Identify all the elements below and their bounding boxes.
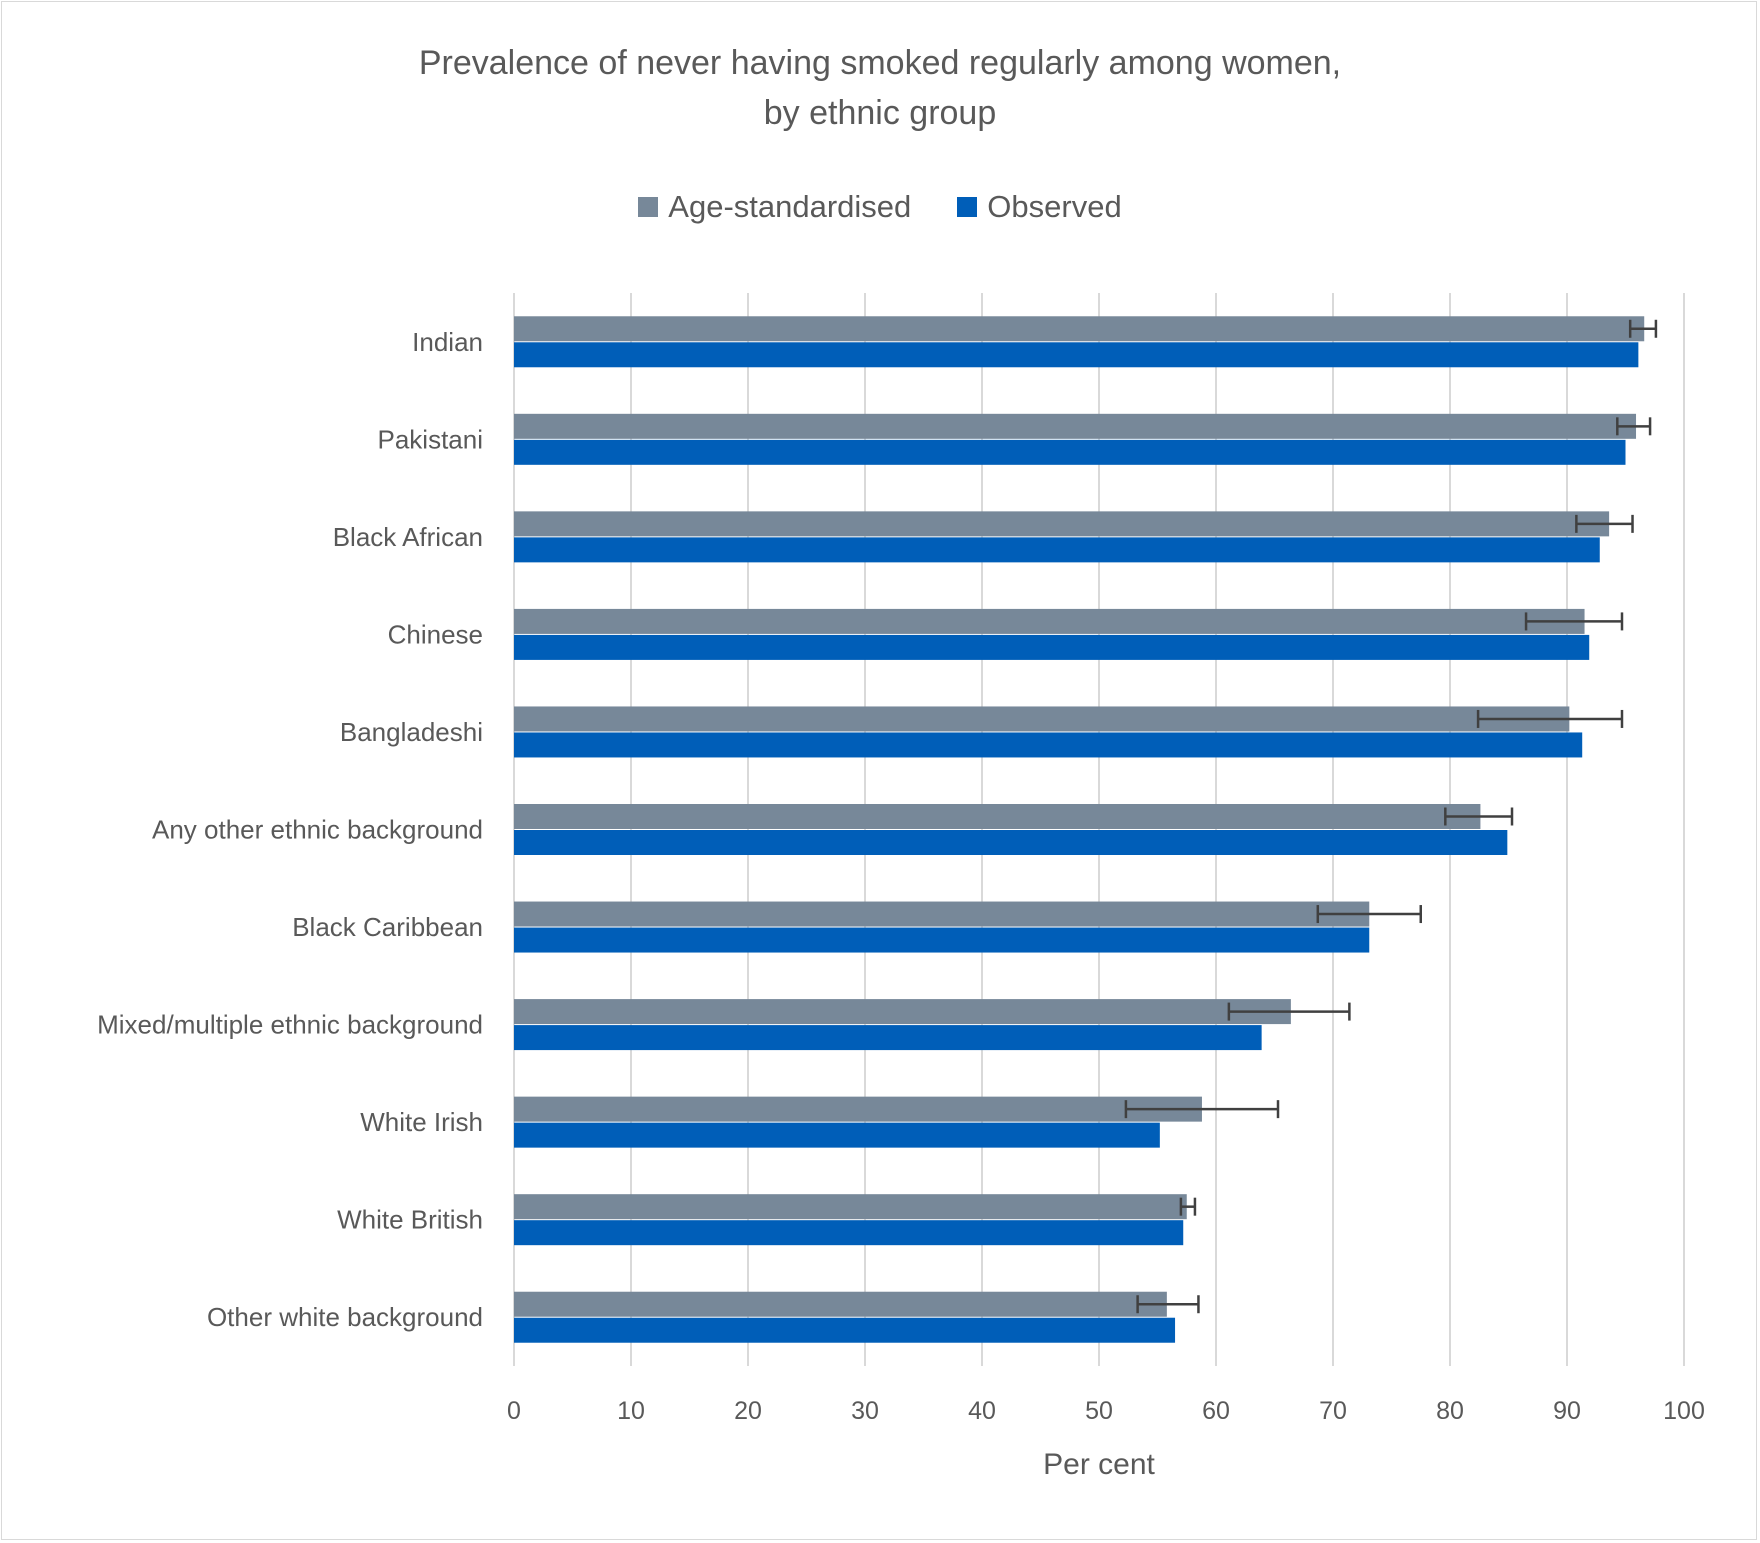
chart-legend: Age-standardised Observed (0, 185, 1760, 229)
chart-title-line-2: by ethnic group (763, 94, 997, 132)
legend-label-observed: Observed (987, 189, 1122, 224)
legend-swatch-observed (957, 197, 978, 217)
chart-title-line-1: Prevalence of never having smoked regula… (418, 44, 1342, 82)
legend-item-age-standardised: Age-standardised (638, 189, 911, 225)
legend-swatch-age-standardised (638, 197, 659, 217)
chart-title: Prevalence of never having smoked regula… (0, 38, 1760, 138)
legend-item-observed: Observed (957, 189, 1122, 225)
legend-label-age-standardised: Age-standardised (668, 189, 912, 224)
